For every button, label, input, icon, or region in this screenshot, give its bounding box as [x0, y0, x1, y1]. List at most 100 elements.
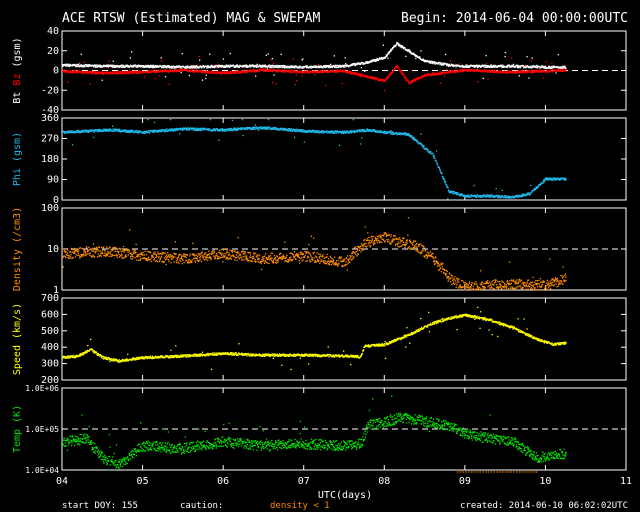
data-point	[254, 66, 256, 68]
data-point	[516, 64, 518, 67]
data-point	[195, 127, 197, 129]
data-point	[160, 70, 162, 73]
data-point	[506, 70, 508, 72]
data-point	[94, 66, 96, 68]
data-point	[357, 63, 359, 65]
data-point	[287, 130, 290, 132]
data-point	[253, 65, 255, 68]
data-point	[107, 251, 110, 253]
data-point	[75, 254, 77, 256]
data-point	[127, 70, 129, 73]
data-point	[77, 131, 80, 133]
data-point	[274, 68, 276, 71]
data-point	[176, 129, 178, 131]
data-point	[427, 60, 429, 62]
data-point	[112, 249, 114, 251]
data-point	[104, 72, 106, 74]
data-point	[358, 63, 361, 65]
data-point	[71, 71, 73, 73]
data-point	[243, 71, 245, 73]
data-point	[146, 132, 148, 134]
data-point	[311, 131, 313, 133]
data-point	[281, 128, 284, 130]
data-point	[389, 133, 392, 135]
data-point	[66, 254, 68, 256]
data-point	[74, 64, 77, 66]
data-point	[144, 66, 146, 68]
data-point	[375, 130, 377, 132]
data-point	[336, 70, 338, 73]
data-point	[316, 130, 318, 132]
data-point	[454, 64, 456, 66]
data-point	[545, 71, 547, 73]
data-point	[89, 83, 91, 85]
data-point	[237, 127, 239, 129]
data-point	[168, 66, 170, 68]
data-point	[191, 67, 194, 69]
data-point	[128, 250, 130, 252]
data-point	[101, 251, 103, 253]
data-point	[374, 77, 376, 79]
data-point	[484, 70, 487, 72]
data-point	[88, 65, 90, 68]
data-point	[477, 64, 479, 67]
data-point	[144, 132, 147, 134]
data-point	[358, 130, 361, 132]
data-point	[298, 129, 301, 131]
data-point	[231, 119, 234, 122]
data-point	[137, 131, 139, 133]
data-point	[334, 65, 336, 67]
data-point	[379, 130, 381, 132]
data-point	[189, 66, 191, 68]
data-point	[552, 67, 554, 69]
data-point	[345, 64, 347, 66]
data-point	[262, 69, 264, 72]
data-point	[500, 197, 502, 199]
data-point	[439, 63, 441, 66]
data-point	[531, 69, 533, 71]
data-point	[362, 129, 364, 131]
data-point	[490, 69, 492, 72]
data-point	[164, 76, 167, 78]
data-point	[352, 119, 354, 121]
data-point	[294, 136, 296, 138]
data-point	[243, 69, 245, 72]
data-point	[289, 128, 291, 130]
data-point	[515, 71, 517, 73]
data-point	[63, 69, 65, 71]
data-point	[345, 70, 348, 72]
data-point	[192, 67, 195, 69]
data-point	[508, 64, 510, 66]
data-point	[267, 128, 269, 130]
data-point	[327, 65, 329, 67]
data-point	[353, 73, 355, 75]
data-point	[474, 69, 476, 71]
data-point	[94, 73, 96, 75]
data-point	[114, 128, 116, 130]
data-point	[380, 80, 382, 82]
ytick-label: -40	[41, 105, 59, 116]
data-point	[449, 70, 451, 72]
data-point	[102, 128, 104, 130]
data-point	[365, 130, 368, 132]
data-point	[84, 66, 86, 68]
data-point	[89, 65, 91, 67]
data-point	[452, 64, 454, 66]
data-point	[344, 66, 346, 68]
data-point	[494, 69, 497, 72]
data-point	[462, 70, 464, 72]
data-point	[295, 71, 297, 73]
data-point	[362, 73, 364, 76]
data-point	[534, 69, 536, 71]
data-point	[110, 128, 112, 131]
data-point	[553, 70, 555, 72]
data-point	[205, 71, 207, 73]
data-point	[472, 69, 474, 71]
data-point	[263, 126, 265, 129]
data-point	[145, 64, 147, 67]
data-point	[118, 247, 120, 250]
data-point	[335, 66, 338, 69]
data-point	[338, 65, 341, 68]
data-point	[115, 247, 117, 249]
data-point	[269, 68, 272, 71]
